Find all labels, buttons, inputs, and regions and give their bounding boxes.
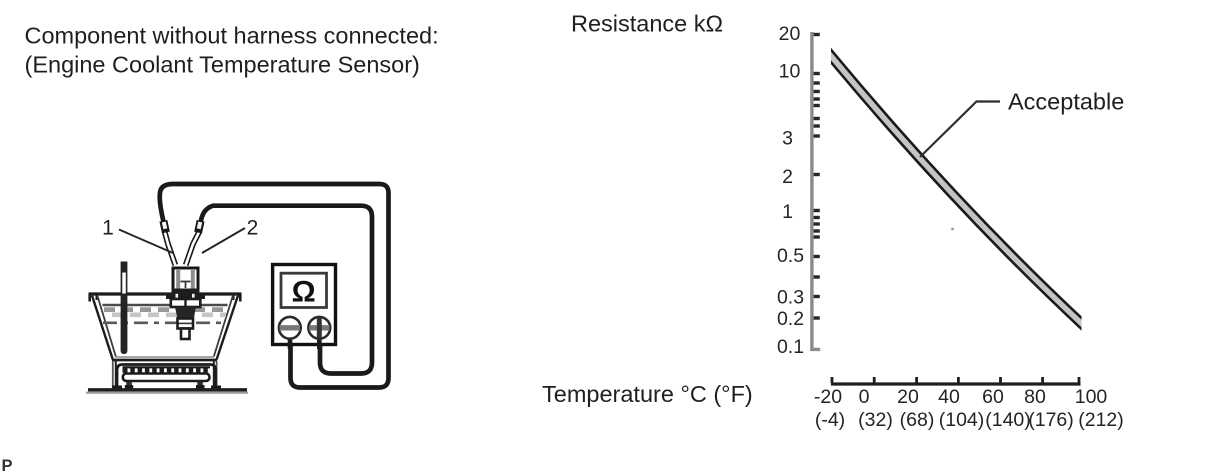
svg-text:1: 1 [102,217,114,240]
svg-text:(140): (140) [985,409,1031,431]
svg-text:80: 80 [1024,386,1046,408]
svg-text:Resistance kΩ: Resistance kΩ [571,11,723,37]
svg-text:20: 20 [779,23,801,45]
svg-text:100: 100 [1075,386,1108,408]
svg-text:(212): (212) [1078,409,1124,431]
svg-text:-20: -20 [814,386,842,408]
svg-text:(Engine Coolant Temperature Se: (Engine Coolant Temperature Sensor) [25,51,420,77]
svg-text:0.2: 0.2 [777,308,804,330]
svg-text:20: 20 [897,386,919,408]
svg-text:Component without harness conn: Component without harness connected: [25,23,439,49]
svg-text:(68): (68) [900,409,935,431]
svg-text:Acceptable: Acceptable [1008,89,1124,115]
svg-text:2: 2 [782,166,793,188]
svg-text:Temperature °C (°F): Temperature °C (°F) [542,381,753,407]
svg-text:(176): (176) [1028,409,1074,431]
svg-text:0.1: 0.1 [777,336,804,358]
svg-text:2: 2 [247,217,259,240]
svg-text:(32): (32) [858,409,893,431]
svg-text:Ω: Ω [292,276,316,309]
svg-text:P: P [2,457,13,474]
svg-text:10: 10 [779,61,801,83]
svg-text:0: 0 [859,386,870,408]
svg-text:(104): (104) [939,409,985,431]
svg-text:0.3: 0.3 [777,287,804,309]
svg-text:60: 60 [982,386,1004,408]
svg-text:1: 1 [782,201,793,223]
svg-text:0.5: 0.5 [777,245,804,267]
svg-text:3: 3 [782,127,793,149]
svg-text:(-4): (-4) [815,409,845,431]
svg-text:40: 40 [938,386,960,408]
